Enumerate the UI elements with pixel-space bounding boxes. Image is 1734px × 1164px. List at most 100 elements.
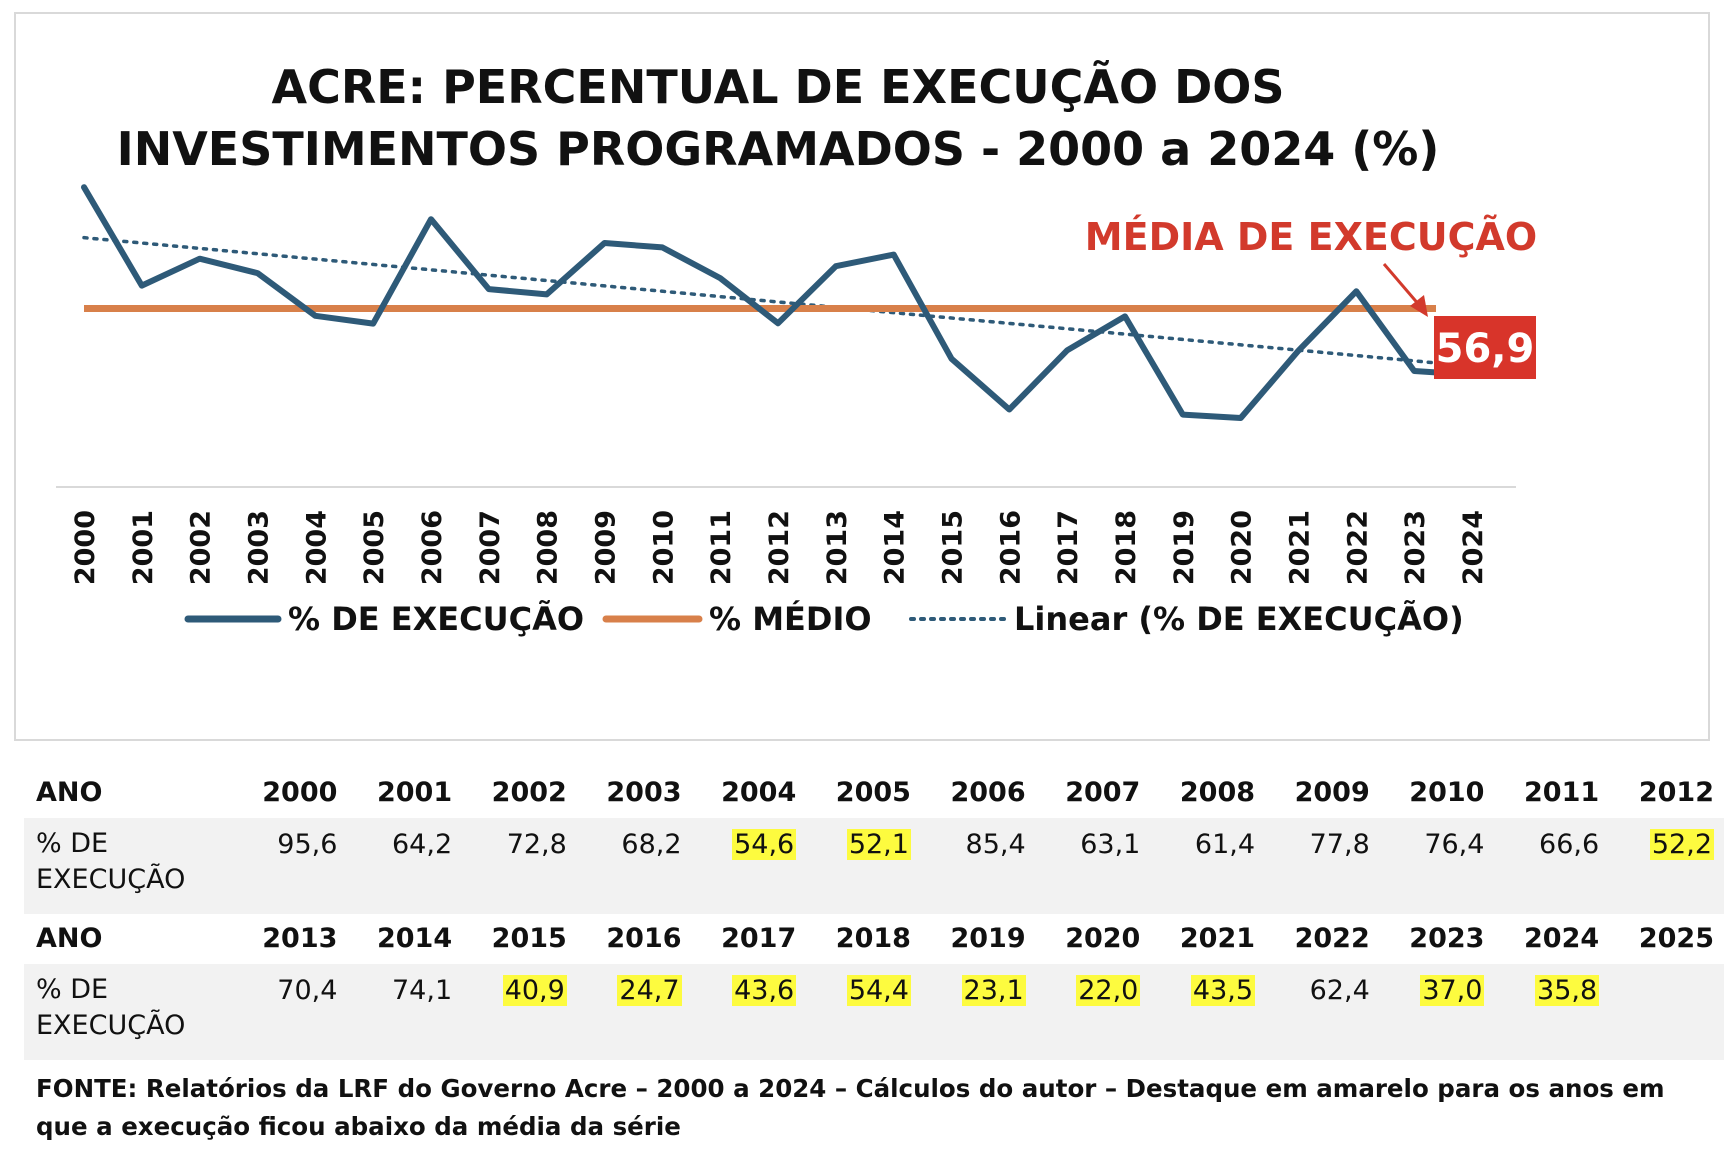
x-tick-2007: 2007 (475, 510, 506, 585)
pct-cell-2007: 63,1 (1036, 818, 1151, 914)
year-cell-2003: 2003 (606, 777, 682, 808)
average-value-label: 56,9 (1436, 326, 1535, 372)
pct-cell-2022: 62,4 (1265, 964, 1380, 1060)
pct-cell-2010: 76,4 (1380, 818, 1495, 914)
pct-cell-2024: 35,8 (1494, 964, 1609, 1060)
x-tick-2006: 2006 (417, 510, 448, 585)
highlighted-value: 35,8 (1535, 975, 1600, 1006)
year-cell-2012: 2012 (1638, 777, 1714, 808)
average-annotation: MÉDIA DE EXECUÇÃO 56,9 (1085, 215, 1537, 379)
x-tick-2004: 2004 (301, 510, 332, 585)
year-cell-2009: 2009 (1294, 777, 1370, 808)
value: 64,2 (392, 829, 453, 860)
highlighted-value: 24,7 (617, 975, 682, 1006)
x-tick-2000: 2000 (70, 510, 101, 585)
pct-cell-2003: 68,2 (577, 818, 692, 914)
data-point-2014 (893, 254, 895, 256)
year-cell-2005: 2005 (835, 777, 911, 808)
pct-cell-2014: 74,1 (347, 964, 462, 1060)
year-cell-2025: 2025 (1638, 923, 1714, 954)
pct-cell-2011: 66,6 (1494, 818, 1609, 914)
data-point-2015 (951, 358, 952, 360)
value: 72,8 (506, 829, 567, 860)
x-tick-2022: 2022 (1342, 510, 1373, 585)
x-tick-2016: 2016 (995, 510, 1026, 585)
x-tick-2008: 2008 (533, 510, 564, 585)
value: 62,4 (1309, 975, 1370, 1006)
x-tick-2003: 2003 (244, 510, 275, 585)
highlighted-value: 54,4 (846, 975, 911, 1006)
table-pct-row-2: % DE EXECUÇÃO 70,4 74,1 40,9 24,7 43,6 54,4 23,1… (24, 964, 1724, 1060)
x-tick-labels: 2000 2001 2002 2003 2004 2005 2006 2007 2008 2009… (70, 510, 1489, 585)
year-cell-2002: 2002 (491, 777, 567, 808)
data-point-2003 (257, 272, 258, 274)
data-point-2005 (372, 323, 374, 325)
data-point-2009 (604, 242, 605, 244)
data-point-2011 (719, 277, 721, 279)
year-cell-2001: 2001 (376, 777, 453, 808)
data-point-2019 (1182, 414, 1184, 416)
year-cell-2000: 2000 (262, 777, 338, 808)
pct-cell-2013: 70,4 (233, 964, 348, 1060)
pct-cell-2020: 22,0 (1036, 964, 1151, 1060)
chart-frame: ACRE: PERCENTUAL DE EXECUÇÃO DOS INVESTI… (14, 12, 1710, 741)
data-point-2006 (430, 218, 432, 220)
x-tick-2020: 2020 (1227, 510, 1258, 585)
data-point-2018 (1124, 315, 1126, 317)
pct-cell-2017: 43,6 (692, 964, 807, 1060)
pct-cell-2002: 72,8 (462, 818, 577, 914)
pct-cell-2025 (1609, 964, 1724, 1060)
value: 66,6 (1539, 829, 1600, 860)
x-tick-2010: 2010 (648, 510, 679, 585)
pct-cell-2009: 77,8 (1265, 818, 1380, 914)
data-point-2020 (1240, 417, 1242, 419)
value: 95,6 (277, 829, 338, 860)
value: 77,8 (1309, 829, 1370, 860)
year-row-label: ANO (36, 777, 103, 808)
legend: % DE EXECUÇÃO % MÉDIO Linear (% DE EXECUÇÃ… (184, 600, 1464, 638)
series-layer (81, 184, 1475, 421)
value: 70,4 (277, 975, 338, 1006)
pct-cell-2001: 64,2 (347, 818, 462, 914)
data-point-2017 (1066, 349, 1068, 351)
pct-cell-2016: 24,7 (577, 964, 692, 1060)
trend-layer (82, 235, 1474, 368)
x-tick-2009: 2009 (591, 510, 622, 585)
year-cell-2007: 2007 (1065, 777, 1141, 808)
year-cell-2013: 2013 (262, 923, 338, 954)
chart-title-line-1: ACRE: PERCENTUAL DE EXECUÇÃO DOS (271, 59, 1284, 114)
trend-line (82, 235, 1474, 368)
chart-title-line-2: INVESTIMENTOS PROGRAMADOS - 2000 a 2024 … (117, 122, 1440, 176)
table-year-row-2: ANO 2013 2014 2015 2016 2017 2018 2019 2020 2021 2… (24, 914, 1724, 964)
year-cell-2017: 2017 (721, 923, 797, 954)
x-tick-2001: 2001 (128, 510, 159, 585)
x-tick-2017: 2017 (1053, 510, 1084, 585)
year-row-label: ANO (36, 923, 103, 954)
x-tick-2021: 2021 (1285, 510, 1316, 585)
x-tick-2005: 2005 (359, 510, 390, 585)
data-point-2002 (199, 258, 201, 260)
value: 61,4 (1194, 829, 1256, 860)
x-tick-2015: 2015 (938, 510, 969, 585)
year-cell-2006: 2006 (950, 777, 1026, 808)
pct-cell-2015: 40,9 (462, 964, 577, 1060)
x-tick-2013: 2013 (822, 510, 853, 585)
data-point-2023 (1413, 370, 1415, 372)
highlighted-value: 37,0 (1420, 975, 1485, 1006)
year-cell-2023: 2023 (1409, 923, 1485, 954)
pct-cell-2006: 85,4 (921, 818, 1036, 914)
year-cell-2020: 2020 (1065, 923, 1141, 954)
x-tick-2012: 2012 (764, 510, 795, 585)
x-tick-2019: 2019 (1169, 510, 1200, 585)
pct-cell-2004: 54,6 (692, 818, 807, 914)
year-cell-2015: 2015 (491, 923, 567, 954)
year-cell-2022: 2022 (1294, 923, 1370, 954)
pct-cell-2023: 37,0 (1380, 964, 1495, 1060)
year-cell-2011: 2011 (1524, 777, 1600, 808)
year-cell-2008: 2008 (1179, 777, 1256, 808)
pct-cell-2019: 23,1 (921, 964, 1036, 1060)
data-point-2000 (83, 186, 85, 188)
data-point-2004 (314, 315, 316, 317)
average-value-box (1434, 316, 1536, 379)
x-tick-2018: 2018 (1111, 510, 1142, 585)
